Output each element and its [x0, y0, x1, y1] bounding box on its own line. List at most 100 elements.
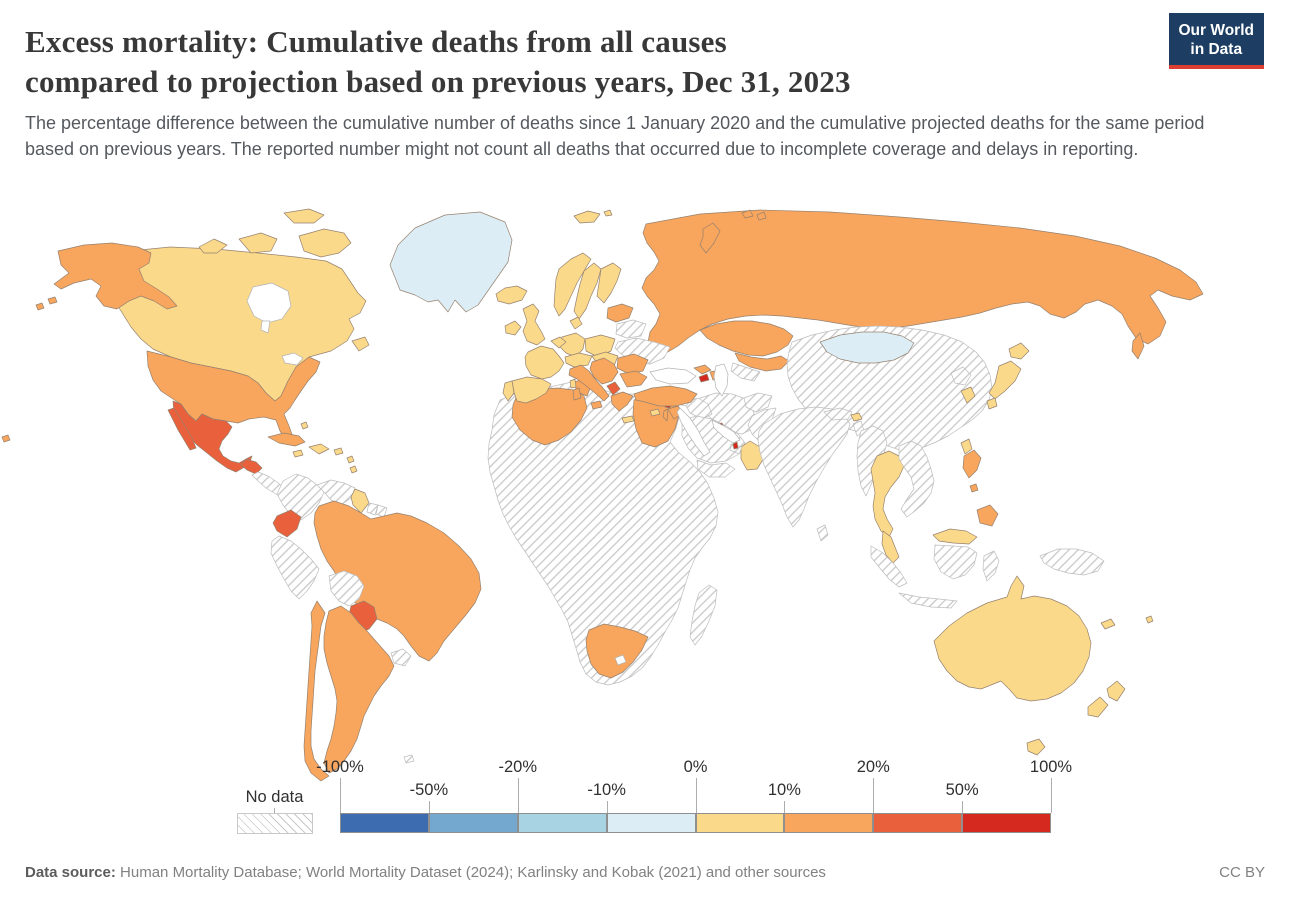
country-malaysia[interactable] [881, 530, 900, 564]
country-indonesia-nodata[interactable] [933, 544, 978, 580]
country-new-zealand[interactable] [1087, 696, 1109, 718]
country-central-asia[interactable] [734, 352, 790, 372]
country-greece[interactable] [610, 391, 634, 412]
country-norway[interactable] [553, 252, 592, 317]
country-canada-baffin[interactable] [298, 228, 352, 258]
country-canada-ellesmere[interactable] [283, 208, 325, 224]
country-lesser-antilles[interactable] [349, 465, 358, 474]
country-greenland[interactable] [389, 211, 513, 313]
country-bolivia-nodata[interactable] [328, 570, 365, 607]
country-poland[interactable] [584, 334, 616, 358]
country-south-korea[interactable] [960, 386, 976, 404]
country-yemen-nodata[interactable] [696, 459, 736, 478]
country-indonesia-nodata[interactable] [898, 592, 958, 609]
legend-bin-2[interactable] [517, 813, 607, 833]
country-peru-nodata[interactable] [270, 535, 320, 600]
country-indonesia-nodata[interactable] [982, 550, 1000, 582]
country-svalbard[interactable] [603, 209, 613, 217]
country-colombia-nodata[interactable] [276, 473, 325, 521]
country-canada-arctic[interactable] [198, 238, 228, 254]
country-corsica[interactable] [569, 378, 577, 389]
country-novaya-zemlya[interactable] [699, 222, 721, 254]
country-qatar[interactable] [732, 441, 739, 450]
country-madagascar[interactable] [689, 584, 718, 646]
country-algeria[interactable] [511, 387, 588, 446]
country-australia[interactable] [933, 575, 1092, 702]
country-australia-tasmania[interactable] [1026, 738, 1046, 756]
country-central-europe[interactable] [564, 352, 593, 368]
country-afghanistan-nodata[interactable] [743, 392, 773, 413]
country-sakhalin[interactable] [1131, 332, 1145, 360]
legend-no-data-swatch[interactable] [237, 813, 313, 834]
country-japan[interactable] [986, 397, 998, 410]
country-uruguay-nodata[interactable] [390, 648, 412, 667]
owid-logo[interactable]: Our World in Data [1168, 13, 1264, 69]
country-new-zealand[interactable] [1106, 680, 1126, 702]
country-turkmenistan-nodata[interactable] [730, 362, 761, 382]
country-israel[interactable] [662, 408, 669, 422]
country-finland[interactable] [596, 262, 622, 304]
country-indonesia-nodata[interactable] [870, 545, 908, 588]
country-mongolia[interactable] [819, 331, 915, 364]
country-philippines[interactable] [976, 504, 999, 527]
country-chile[interactable] [303, 600, 330, 782]
country-italy[interactable] [572, 387, 582, 401]
country-canada-victoria[interactable] [238, 232, 278, 254]
country-thailand[interactable] [870, 450, 905, 538]
legend-bin-1[interactable] [428, 813, 518, 833]
country-north-korea-nodata[interactable] [950, 366, 972, 386]
country-new-caledonia[interactable] [1100, 618, 1116, 630]
country-cyprus[interactable] [649, 408, 661, 417]
country-brazil[interactable] [313, 500, 482, 662]
country-crete[interactable] [621, 415, 635, 424]
country-france[interactable] [524, 345, 565, 380]
country-italy[interactable] [568, 364, 610, 402]
country-jamaica[interactable] [292, 449, 304, 458]
country-bulgaria[interactable] [619, 370, 648, 388]
country-mexico[interactable] [172, 400, 253, 473]
country-benelux[interactable] [550, 336, 567, 349]
country-new-guinea-nodata[interactable] [1039, 548, 1105, 576]
country-taiwan[interactable] [960, 438, 973, 455]
legend-bin-4[interactable] [695, 813, 785, 833]
country-uk[interactable] [522, 303, 546, 346]
country-sri-lanka-nodata[interactable] [816, 524, 829, 542]
country-oman[interactable] [740, 440, 765, 471]
country-japan[interactable] [1008, 342, 1030, 360]
country-iraq-nodata[interactable] [683, 397, 713, 420]
country-russia[interactable] [641, 209, 1204, 353]
country-myanmar-nodata[interactable] [856, 425, 888, 497]
country-argentina[interactable] [323, 605, 395, 774]
country-bhutan[interactable] [850, 412, 863, 422]
legend-bin-3[interactable] [606, 813, 696, 833]
country-falklands-nodata[interactable] [403, 754, 415, 764]
legend-bin-0[interactable] [340, 813, 429, 833]
country-india-nodata[interactable] [757, 406, 851, 528]
country-turkey[interactable] [633, 385, 698, 407]
country-portugal[interactable] [502, 380, 515, 402]
aleutian-island[interactable] [47, 296, 58, 305]
country-iceland[interactable] [495, 285, 528, 305]
country-fiji[interactable] [1145, 615, 1154, 624]
country-japan[interactable] [988, 360, 1022, 400]
legend-bin-5[interactable] [784, 813, 874, 833]
country-belarus-nodata[interactable] [615, 319, 647, 339]
aleutian-island[interactable] [35, 302, 45, 311]
country-guatemala[interactable] [240, 458, 263, 475]
legend-bin-7[interactable] [962, 813, 1051, 833]
country-ireland[interactable] [504, 320, 522, 336]
country-albania-montenegro[interactable] [606, 381, 621, 396]
pacific-island[interactable] [1, 434, 11, 443]
country-italy[interactable] [590, 400, 603, 410]
arctic-island[interactable] [741, 209, 754, 219]
country-suriname-nodata[interactable] [366, 502, 379, 516]
country-cuba[interactable] [267, 432, 306, 447]
country-philippines[interactable] [969, 483, 979, 493]
country-malaysia[interactable] [932, 528, 978, 545]
country-bahamas[interactable] [300, 421, 309, 430]
country-nepal-nodata[interactable] [823, 407, 853, 421]
country-indochina-nodata[interactable] [898, 440, 935, 518]
country-mexico-baja[interactable] [167, 407, 197, 451]
arctic-island[interactable] [756, 211, 767, 221]
country-sweden[interactable] [573, 262, 602, 320]
